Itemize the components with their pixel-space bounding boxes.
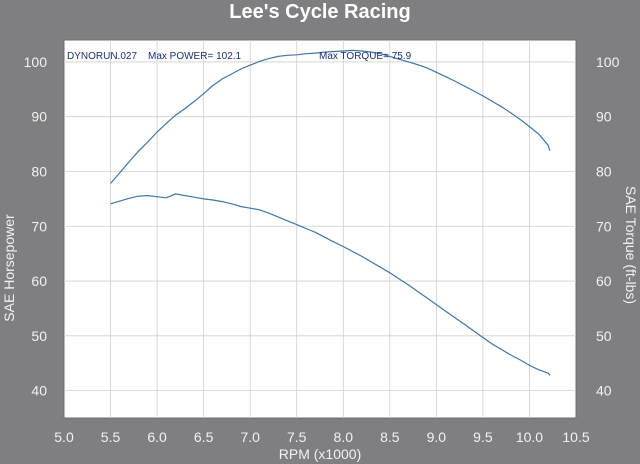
x-tick-label: 8.5 [380,429,400,445]
x-tick-label: 10.0 [516,429,543,445]
horsepower-curve [110,49,551,184]
grid-layer [64,40,576,418]
y-axis-label-right: SAE Torque (ft-lbs) [623,186,639,304]
annotation-run-id: DYNORUN.027 [67,51,137,62]
y-tick-label-right: 90 [596,109,612,125]
x-tick-label: 5.5 [101,429,121,445]
y-tick-label-left: 40 [31,383,47,399]
y-tick-label-left: 50 [31,328,47,344]
y-tick-label-right: 50 [596,328,612,344]
annotation-max-power: Max POWER= 102.1 [148,51,242,62]
torque-curve [110,193,551,376]
y-tick-label-left: 60 [31,273,47,289]
x-tick-label: 8.0 [334,429,354,445]
x-tick-label: 6.0 [147,429,167,445]
y-tick-label-left: 80 [31,163,47,179]
y-tick-label-left: 90 [31,109,47,125]
y-tick-label-left: 100 [24,54,48,70]
y-tick-label-right: 40 [596,383,612,399]
plot-area [63,39,577,419]
x-tick-label: 6.5 [194,429,214,445]
y-axis-label-left: SAE Horsepower [1,214,17,322]
y-tick-label-right: 100 [596,54,620,70]
y-tick-label-left: 70 [31,218,47,234]
y-tick-label-right: 60 [596,273,612,289]
x-tick-label: 9.5 [473,429,493,445]
x-tick-label: 5.0 [54,429,74,445]
y-tick-label-right: 70 [596,218,612,234]
x-tick-label: 7.0 [240,429,260,445]
x-axis-label: RPM (x1000) [279,446,361,462]
y-tick-label-right: 80 [596,163,612,179]
annotation-max-torque: Max TORQUE= 75.9 [319,51,412,62]
tick-layer: 5.0 5.5 6.0 6.5 7.0 7.5 8.0 8.5 9.0 9.5 10.0 10.5 40… [24,54,620,445]
series-layer [110,49,551,376]
x-tick-label: 9.0 [427,429,447,445]
chart-title: Lee's Cycle Racing [229,1,411,23]
x-tick-label: 10.5 [562,429,589,445]
x-tick-label: 7.5 [287,429,307,445]
